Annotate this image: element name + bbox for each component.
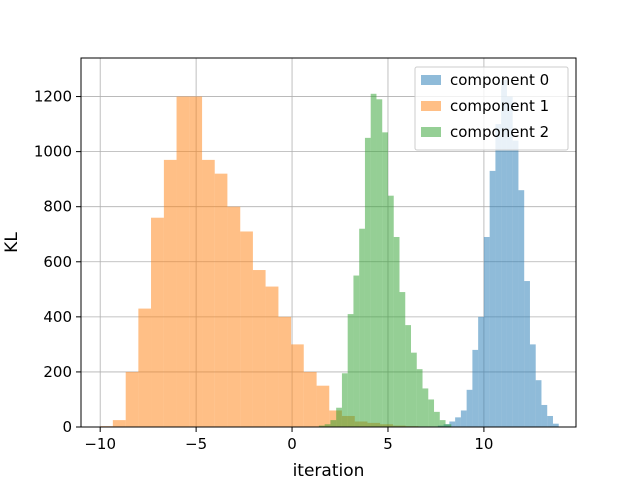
histogram-bar [399, 292, 406, 427]
histogram-bar [112, 420, 126, 427]
histogram-bar [483, 236, 490, 427]
histogram-bar [460, 410, 467, 427]
histogram-bar [316, 385, 330, 427]
ticks: −10 −5 0 5 10 0 200 400 600 800 1000 1200 [34, 88, 494, 453]
histogram-bar [552, 423, 559, 427]
histogram-bar [163, 159, 177, 427]
histogram-bar [387, 195, 394, 427]
x-tick-label: 10 [474, 435, 493, 453]
histogram-bar [330, 420, 337, 427]
histogram-bar [291, 344, 304, 427]
histogram-bar [347, 314, 354, 427]
legend: component 0 component 1 component 2 [414, 66, 569, 151]
legend-swatch [421, 101, 441, 111]
y-tick-label: 200 [43, 363, 72, 381]
histogram-bar [547, 415, 553, 427]
series-1-bars [100, 96, 444, 427]
histogram-bar [341, 373, 348, 427]
histogram-bar [489, 170, 496, 427]
legend-label: component 1 [450, 97, 549, 115]
histogram-bar [227, 206, 241, 427]
y-tick-label: 400 [43, 308, 72, 326]
histogram-bar [393, 236, 400, 427]
x-tick-label: −5 [185, 435, 207, 453]
histogram-bar [376, 99, 383, 427]
histogram-bar [125, 371, 139, 427]
legend-box [414, 66, 569, 151]
y-axis-label: KL [2, 232, 22, 253]
histogram-bar [336, 407, 342, 427]
histogram-bar [151, 217, 164, 427]
histogram-bar [359, 228, 365, 427]
x-axis-label: iteration [293, 461, 365, 480]
series-2-bars [318, 93, 452, 427]
legend-label: component 2 [450, 123, 549, 141]
histogram-bar [472, 349, 479, 427]
histogram-bar [541, 404, 548, 427]
histogram-bar [478, 316, 484, 427]
histogram-bar [370, 93, 377, 427]
x-tick-label: −10 [84, 435, 116, 453]
histogram-bar [252, 270, 266, 427]
histogram-bar [353, 275, 360, 427]
y-tick-label: 600 [43, 253, 72, 271]
histogram-bar [524, 281, 530, 427]
x-tick-label: 0 [287, 435, 297, 453]
histogram-bar [518, 190, 525, 427]
histogram-bar [449, 421, 456, 427]
histogram-bar [506, 96, 513, 427]
x-tick-label: 5 [383, 435, 393, 453]
histogram-bar [138, 308, 152, 427]
histogram-bar [318, 425, 325, 427]
histogram-bar [405, 325, 411, 427]
histogram-bar [364, 137, 371, 427]
bars [100, 80, 559, 428]
histogram-bar [303, 371, 317, 427]
histogram-bar [324, 424, 331, 427]
histogram-bar [428, 399, 435, 427]
histogram-bar [189, 96, 203, 427]
y-tick-label: 1000 [34, 143, 72, 161]
plot-frame [80, 57, 577, 428]
histogram-bar [240, 231, 253, 427]
legend-swatch [421, 75, 441, 85]
histogram-bar [422, 388, 429, 427]
y-tick-label: 0 [62, 418, 72, 436]
histogram-bar [176, 96, 190, 427]
histogram-bar [202, 159, 215, 427]
histogram-bar [495, 124, 502, 428]
histogram-bar [512, 140, 519, 427]
histogram-bar [214, 173, 228, 427]
histogram-bar [455, 417, 461, 427]
histogram-bar [529, 344, 536, 427]
y-tick-label: 800 [43, 198, 72, 216]
histogram-bar [265, 286, 279, 427]
histogram-bar [439, 420, 446, 427]
series-0-bars [437, 80, 559, 428]
histogram-bar [382, 132, 388, 427]
legend-swatch [421, 127, 441, 137]
histogram-bar [466, 389, 473, 427]
y-tick-label: 1200 [34, 88, 72, 106]
histogram-bar [416, 369, 423, 427]
histogram-bar [445, 424, 452, 427]
histogram-bar [278, 316, 292, 427]
histogram-bar [535, 380, 542, 427]
histogram-bar [411, 352, 417, 427]
legend-label: component 0 [450, 71, 549, 89]
histogram-bar [501, 80, 507, 428]
histogram-bar [434, 411, 440, 427]
